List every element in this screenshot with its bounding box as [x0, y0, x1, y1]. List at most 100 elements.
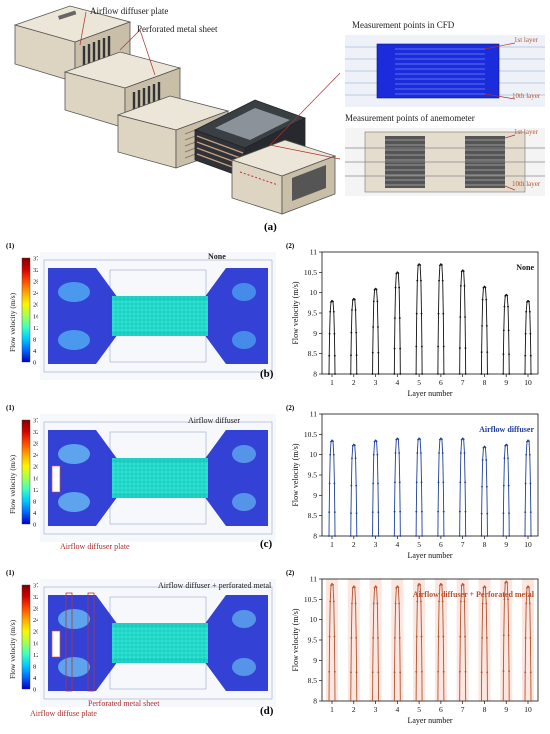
data-point [529, 637, 532, 639]
data-point [351, 602, 353, 605]
data-point [480, 535, 483, 537]
data-point [438, 279, 440, 282]
data-point [481, 459, 484, 461]
data-point [463, 284, 466, 287]
data-point [438, 600, 440, 603]
data-point [441, 279, 444, 282]
data-point [395, 438, 398, 441]
data-point [393, 347, 396, 350]
outlet-housing [230, 139, 337, 215]
data-point [486, 700, 489, 702]
data-point [415, 635, 418, 638]
data-point [333, 354, 336, 357]
data-point [485, 325, 488, 327]
data-point [502, 634, 505, 637]
data-point [486, 373, 489, 375]
data-point [485, 459, 488, 461]
data-point [437, 312, 440, 315]
data-point [421, 510, 423, 513]
colorbar-tick-label: 4 [33, 510, 37, 517]
colorbar-tick-label: 28 [33, 606, 38, 613]
plot-frame [321, 251, 539, 375]
subfigure-label: (c) [260, 538, 273, 550]
data-point [328, 511, 331, 514]
data-point [377, 373, 380, 375]
data-point [371, 671, 374, 674]
data-point [524, 671, 527, 674]
data-point [486, 512, 489, 515]
data-point [355, 535, 358, 537]
y-tick-label: 10 [310, 615, 318, 624]
data-point [373, 586, 376, 589]
data-point [377, 326, 379, 328]
data-point [503, 457, 506, 460]
data-point [442, 635, 445, 638]
data-point [328, 354, 331, 357]
data-point [328, 482, 331, 485]
data-point [524, 700, 526, 702]
data-point [420, 312, 423, 315]
data-point [398, 317, 401, 319]
cfd-panel-number: (1) [6, 569, 15, 577]
layer-band [369, 579, 382, 701]
data-point [484, 446, 487, 449]
data-point [442, 700, 445, 702]
perforated-sheet-marker [87, 592, 95, 692]
data-point [332, 600, 335, 603]
data-point [462, 438, 465, 441]
x-tick-label: 9 [504, 540, 508, 549]
data-point [350, 354, 352, 357]
data-point [437, 481, 440, 484]
data-point [330, 301, 332, 303]
data-point [375, 586, 378, 589]
x-axis-label: Layer number [407, 389, 452, 398]
cfd-panel-number: (1) [6, 242, 15, 250]
data-point [399, 373, 402, 375]
y-tick-label: 11 [310, 575, 317, 584]
data-point [372, 326, 375, 328]
cfd-velocity-field [40, 579, 276, 707]
data-point [524, 637, 527, 639]
data-point [393, 700, 396, 702]
colorbar-tick-label: 37.35 [33, 583, 38, 590]
x-tick-label: 7 [461, 540, 465, 549]
data-point [393, 535, 396, 537]
data-point [419, 583, 422, 586]
data-point [377, 700, 380, 702]
y-tick-label: 8.5 [308, 676, 318, 685]
data-point [442, 312, 445, 315]
data-point [481, 298, 484, 301]
colorbar-axis-label: Flow velocity (m/s) [8, 619, 17, 679]
data-point [464, 510, 467, 513]
data-point [415, 481, 418, 484]
data-point [529, 482, 532, 485]
data-point [481, 602, 484, 605]
data-point [458, 700, 461, 702]
subfigure-label: (d) [260, 705, 274, 717]
data-point [355, 331, 358, 334]
x-tick-label: 5 [417, 540, 421, 549]
data-point [398, 481, 401, 484]
data-point [442, 670, 445, 673]
x-tick-label: 1 [330, 378, 334, 387]
data-point [508, 535, 511, 537]
chart-legend-label: None [516, 263, 534, 272]
x-tick-label: 8 [483, 540, 487, 549]
y-tick-label: 10.5 [304, 595, 317, 604]
colorbar-tick-label: 28 [33, 279, 38, 286]
data-point [502, 535, 505, 537]
data-point [332, 440, 334, 443]
colorbar-tick-label: 24 [33, 617, 38, 624]
data-point [354, 457, 357, 460]
data-point [375, 440, 378, 443]
data-point [417, 438, 420, 441]
x-tick-label: 2 [352, 540, 356, 549]
data-point [394, 286, 397, 289]
colorbar-tick-label: 20 [33, 302, 38, 309]
data-point [526, 440, 528, 443]
y-axis-label: Flow velocity (m/s) [291, 608, 300, 671]
data-point [437, 345, 439, 348]
data-point [399, 700, 402, 702]
colorbar-tick-label: 24 [33, 290, 38, 297]
colorbar-tick-label: 28 [33, 441, 38, 448]
